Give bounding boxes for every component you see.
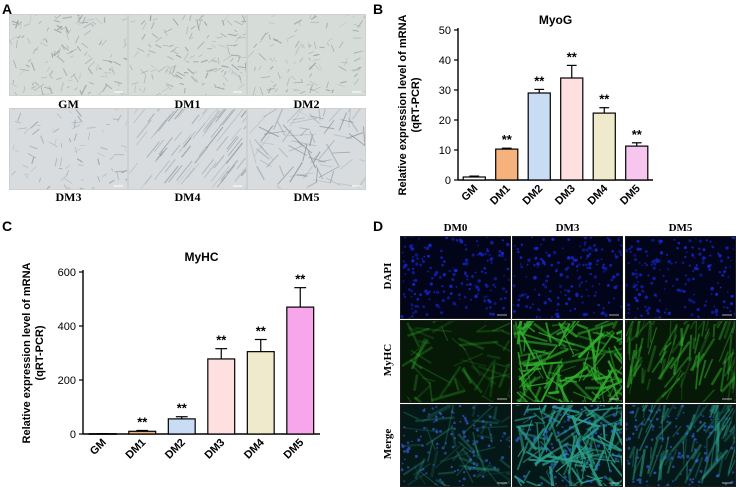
row-header-myhc: MyHC (382, 343, 394, 377)
column-header-dm0: DM0 (443, 222, 468, 234)
y-axis-label: Relative expression level of mRNA(qRT-PC… (21, 262, 46, 443)
micrograph-label-dm4: DM4 (174, 190, 201, 204)
x-tick-label: DM1 (488, 183, 513, 208)
micrograph-label-dm2: DM2 (293, 97, 320, 111)
y-tick-label: 30 (439, 85, 451, 97)
significance-marker: ** (502, 132, 513, 147)
row-header-merge: Merge (382, 428, 394, 460)
micrograph-dm2 (247, 14, 366, 96)
panel-c-letter: C (2, 218, 13, 234)
micrograph-dm3 (9, 108, 128, 190)
micrograph-label-gm: GM (58, 97, 79, 111)
y-tick-label: 200 (58, 375, 76, 387)
significance-marker: ** (632, 127, 643, 142)
y-axis-label: Relative expression level of mRNA(qRT-PC… (397, 14, 422, 195)
fluorescence-merge-dm3 (512, 404, 623, 487)
bar-dm3 (560, 77, 584, 181)
panel-a-letter: A (2, 1, 13, 17)
micrograph-label-dm3: DM3 (55, 190, 82, 204)
significance-marker: ** (567, 49, 578, 64)
y-tick-label: 20 (439, 115, 451, 127)
myog-bar-chart: MyoG Relative expression level of mRNA(qR… (397, 13, 653, 208)
myhc-bar-chart: MyHC Relative expression level of mRNA(qR… (21, 250, 320, 462)
panel-d-letter: D (373, 218, 384, 234)
x-tick-label: DM3 (553, 183, 578, 208)
x-tick-label: DM5 (618, 183, 643, 208)
x-tick-label: DM2 (520, 183, 545, 208)
y-tick-label: 0 (445, 175, 451, 187)
y-tick-label: 50 (439, 25, 451, 37)
fluorescence-dapi-dm5 (625, 236, 736, 319)
x-tick-label: DM2 (163, 437, 188, 462)
bar-dm2 (167, 418, 196, 435)
x-tick-label: DM3 (202, 437, 227, 462)
x-tick-label: GM (88, 437, 109, 458)
significance-marker: ** (534, 73, 545, 88)
fluorescence-dapi-dm0 (400, 236, 511, 319)
column-header-dm5: DM5 (668, 222, 693, 234)
fluorescence-merge-dm0 (400, 404, 511, 487)
significance-marker: ** (599, 92, 610, 107)
y-tick-label: 40 (439, 55, 451, 67)
micrograph-dm4 (128, 108, 247, 190)
bar-dm1 (128, 430, 157, 435)
bar-dm3 (207, 358, 236, 435)
bar-dm4 (592, 112, 616, 181)
micrograph-gm (9, 14, 128, 96)
significance-marker: ** (177, 401, 188, 416)
micrograph-label-dm1: DM1 (174, 97, 201, 111)
bar-gm (462, 176, 486, 181)
chart-title: MyHC (184, 250, 218, 264)
significance-marker: ** (256, 324, 267, 339)
micrograph-dm5 (247, 108, 366, 190)
fluorescence-myhc-dm3 (512, 320, 623, 403)
fluorescence-myhc-dm5 (625, 320, 736, 403)
bar-dm1 (495, 148, 519, 181)
bar-dm4 (246, 351, 275, 435)
x-tick-label: DM5 (281, 437, 306, 462)
fluorescence-dapi-dm3 (512, 236, 623, 319)
column-header-dm3: DM3 (555, 222, 580, 234)
x-tick-label: DM4 (242, 436, 268, 462)
fluorescence-myhc-dm0 (400, 320, 511, 403)
bar-gm (88, 433, 117, 435)
x-tick-label: GM (459, 183, 480, 204)
chart-title: MyoG (539, 13, 572, 27)
x-tick-label: DM4 (585, 182, 611, 208)
x-tick-label: DM1 (123, 437, 148, 462)
significance-marker: ** (137, 414, 148, 429)
y-tick-label: 400 (58, 321, 76, 333)
y-tick-label: 0 (70, 429, 76, 441)
micrograph-label-dm5: DM5 (293, 190, 320, 204)
panel-b-letter: B (373, 1, 384, 17)
y-tick-label: 10 (439, 145, 451, 157)
y-tick-label: 600 (58, 267, 76, 279)
micrograph-dm1 (128, 14, 247, 96)
row-header-dapi: DAPI (382, 262, 394, 290)
bar-dm2 (527, 92, 551, 181)
bar-dm5 (625, 145, 649, 181)
fluorescence-merge-dm5 (625, 404, 736, 487)
significance-marker: ** (216, 333, 227, 348)
bar-dm5 (286, 306, 315, 435)
significance-marker: ** (295, 272, 306, 287)
